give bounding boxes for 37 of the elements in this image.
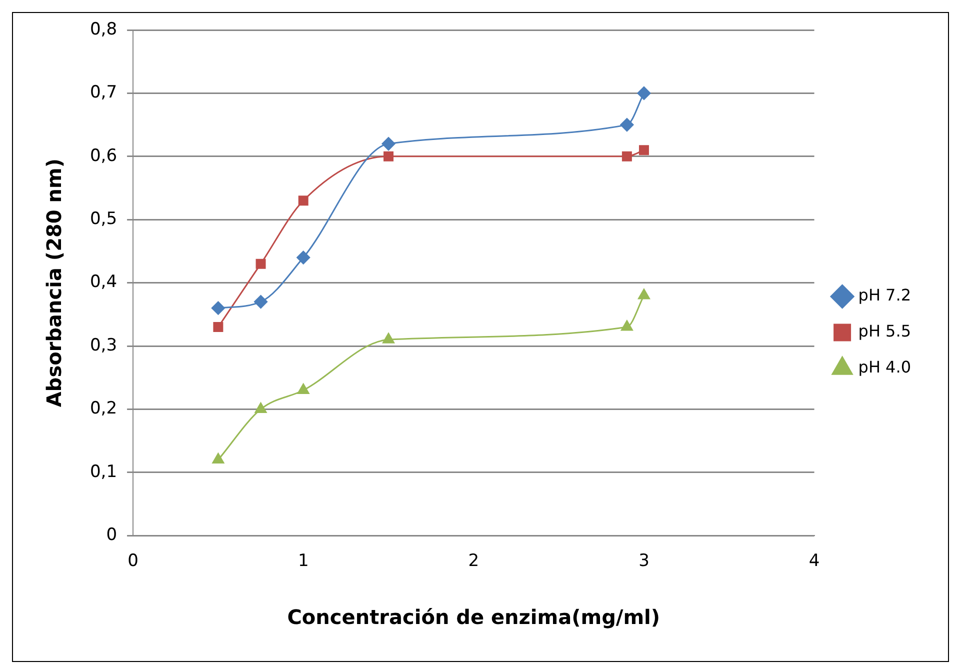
point	[638, 145, 649, 156]
point	[382, 332, 394, 344]
y-tick-label: 0,2	[90, 398, 118, 419]
point	[256, 258, 266, 269]
legend-label: pH 5.5	[858, 322, 911, 341]
legend-label: pH 4.0	[858, 358, 911, 377]
point	[211, 301, 225, 315]
point	[382, 137, 396, 151]
legend-label: pH 7.2	[858, 286, 911, 305]
y-tick-label: 0,1	[90, 462, 118, 482]
point	[637, 86, 651, 100]
y-tick-label: 0,7	[90, 82, 118, 103]
point	[254, 295, 268, 309]
point	[638, 288, 650, 300]
point	[297, 383, 310, 394]
y-tick-label: 0,8	[90, 19, 118, 40]
x-tick-label: 1	[298, 551, 309, 572]
point	[384, 151, 394, 162]
point	[296, 250, 310, 264]
point	[254, 402, 267, 413]
point	[298, 196, 308, 206]
point	[620, 320, 633, 331]
y-axis-title: Absorbancia (280 nm)	[42, 158, 66, 408]
point	[213, 322, 224, 332]
x-tick-label: 3	[638, 551, 650, 572]
point	[622, 151, 632, 162]
y-tick-label: 0	[106, 525, 118, 546]
y-tick-label: 0,4	[90, 272, 118, 292]
point	[212, 453, 224, 464]
point	[620, 118, 634, 132]
x-tick-label: 2	[468, 551, 480, 572]
x-axis-title: Concentración de enzima(mg/ml)	[287, 605, 660, 630]
y-tick-label: 0,6	[90, 146, 118, 166]
y-tick-label: 0,3	[90, 335, 118, 356]
y-tick-label: 0,5	[90, 209, 118, 230]
x-tick-label: 0	[128, 551, 138, 572]
x-tick-label: 4	[808, 551, 820, 572]
